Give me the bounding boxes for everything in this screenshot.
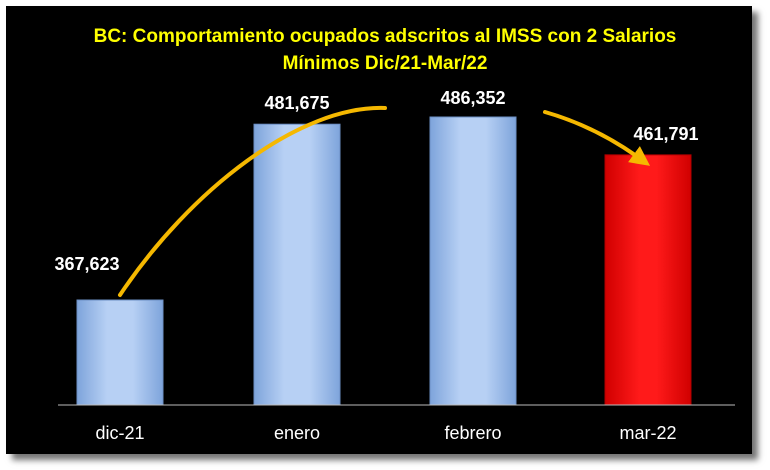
x-tick-label-enero: enero [274, 423, 320, 443]
x-tick-label-mar-22: mar-22 [619, 423, 676, 443]
x-axis-ticks: dic-21 enero febrero mar-22 [95, 423, 676, 443]
chart-title-line-2: Mínimos Dic/21-Mar/22 [283, 53, 488, 74]
data-label-mar-22: 461,791 [633, 124, 698, 144]
x-tick-label-febrero: febrero [444, 423, 501, 443]
bars-layer: 367,623 481,675 486,352 461,791 [54, 88, 699, 406]
data-label-enero: 481,675 [264, 93, 329, 113]
bar-febrero [429, 116, 517, 406]
bar-enero [253, 123, 341, 406]
trend-arrow-rising [118, 105, 387, 297]
bar-mar-22 [604, 154, 692, 406]
bar-dic-21 [76, 299, 164, 406]
data-label-dic-21: 367,623 [54, 254, 119, 274]
data-label-febrero: 486,352 [440, 88, 505, 108]
x-tick-label-dic-21: dic-21 [95, 423, 144, 443]
trend-arrow-falling [543, 110, 651, 166]
chart-title-line-1: BC: Comportamiento ocupados adscritos al… [94, 26, 677, 47]
